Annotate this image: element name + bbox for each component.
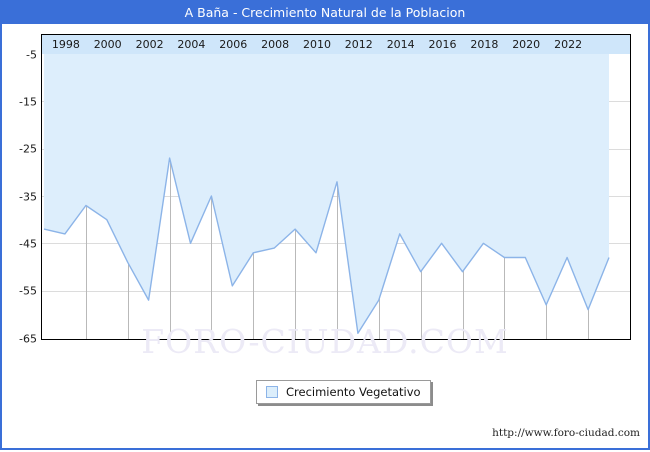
plot-inner: 1998 2000 2002 2004 2006 2008 2010 2012 2014 2016… bbox=[42, 35, 630, 339]
x-tick-label: 2010 bbox=[303, 38, 331, 51]
x-tick-label: 2000 bbox=[93, 38, 122, 51]
x-tick-label: 2012 bbox=[344, 38, 373, 51]
gridline-vertical bbox=[169, 35, 171, 339]
gridline-horizontal bbox=[42, 196, 630, 197]
y-tick-label: -65 bbox=[19, 332, 37, 345]
x-tick-label: 2020 bbox=[512, 38, 541, 51]
gridline-horizontal bbox=[42, 290, 630, 292]
x-tick-label: 2014 bbox=[386, 38, 415, 51]
x-tick-label: 2006 bbox=[219, 38, 248, 51]
x-axis-label-band bbox=[42, 35, 630, 54]
y-tick-label: -55 bbox=[19, 284, 37, 298]
x-tick-label: 2022 bbox=[554, 38, 583, 51]
x-tick-label: 2004 bbox=[177, 38, 206, 51]
x-tick-label: 2002 bbox=[135, 38, 164, 51]
x-tick-label: 2016 bbox=[428, 38, 457, 51]
y-tick-label: -15 bbox=[19, 95, 37, 109]
y-tick-label: -25 bbox=[19, 142, 37, 156]
x-tick-label: 2018 bbox=[470, 38, 499, 51]
y-tick-label: -45 bbox=[19, 237, 37, 251]
legend-item-label: Crecimiento Vegetativo bbox=[286, 385, 421, 399]
x-tick-label: 2008 bbox=[261, 38, 290, 51]
series-area-fill bbox=[44, 54, 609, 334]
legend-swatch-icon bbox=[266, 386, 278, 398]
chart-legend[interactable]: Crecimiento Vegetativo bbox=[256, 380, 431, 404]
footer-url: http://www.foro-ciudad.com bbox=[492, 427, 640, 439]
gridline-horizontal bbox=[42, 243, 630, 245]
page-title: A Baña - Crecimiento Natural de la Pobla… bbox=[184, 5, 466, 20]
plot-area: 1998 2000 2002 2004 2006 2008 2010 2012 2014 2016… bbox=[41, 34, 631, 340]
y-tick-label: -35 bbox=[19, 190, 37, 203]
series-line bbox=[43, 157, 610, 334]
window-title-bar: A Baña - Crecimiento Natural de la Pobla… bbox=[2, 2, 648, 24]
y-tick-label: -5 bbox=[26, 48, 37, 61]
x-tick-label: 1998 bbox=[51, 38, 80, 51]
series-crecimiento-vegetativo bbox=[43, 54, 610, 334]
